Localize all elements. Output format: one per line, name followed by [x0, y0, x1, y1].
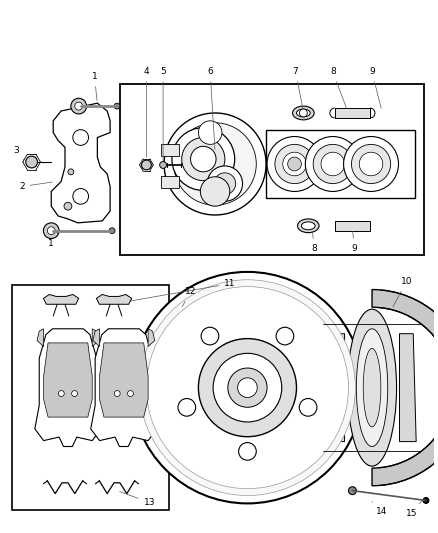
- Circle shape: [288, 157, 301, 171]
- Bar: [335, 221, 370, 231]
- Circle shape: [114, 103, 120, 109]
- Circle shape: [200, 177, 230, 206]
- Circle shape: [198, 121, 222, 144]
- Circle shape: [71, 391, 78, 397]
- Polygon shape: [328, 334, 345, 442]
- Text: 15: 15: [406, 500, 422, 518]
- Text: 7: 7: [293, 67, 303, 108]
- Circle shape: [68, 169, 74, 175]
- Circle shape: [214, 173, 236, 195]
- Polygon shape: [91, 329, 157, 447]
- Circle shape: [109, 228, 115, 233]
- Ellipse shape: [301, 222, 315, 230]
- Text: 8: 8: [311, 231, 317, 253]
- Text: 10: 10: [393, 277, 412, 306]
- Text: 3: 3: [13, 146, 24, 160]
- Circle shape: [198, 338, 297, 437]
- Text: 12: 12: [182, 287, 196, 307]
- Circle shape: [228, 368, 267, 407]
- Circle shape: [43, 223, 59, 239]
- Circle shape: [178, 399, 196, 416]
- Polygon shape: [44, 343, 92, 417]
- Circle shape: [127, 391, 134, 397]
- Circle shape: [299, 399, 317, 416]
- Circle shape: [160, 161, 166, 168]
- Circle shape: [207, 166, 243, 201]
- Circle shape: [140, 280, 355, 496]
- Text: 9: 9: [352, 231, 357, 253]
- Circle shape: [300, 109, 307, 117]
- Circle shape: [423, 497, 429, 503]
- Circle shape: [267, 136, 322, 191]
- Polygon shape: [93, 329, 99, 346]
- Polygon shape: [92, 329, 99, 346]
- Bar: [161, 144, 179, 156]
- Polygon shape: [99, 343, 148, 417]
- Bar: [335, 108, 370, 118]
- Polygon shape: [51, 103, 110, 223]
- Ellipse shape: [293, 106, 314, 120]
- Circle shape: [275, 144, 314, 183]
- Circle shape: [58, 391, 64, 397]
- Text: 1: 1: [48, 233, 58, 248]
- Ellipse shape: [347, 309, 396, 466]
- Text: 5: 5: [160, 67, 166, 161]
- Circle shape: [283, 152, 306, 176]
- Circle shape: [26, 156, 38, 168]
- Circle shape: [73, 130, 88, 146]
- Ellipse shape: [297, 109, 310, 117]
- Circle shape: [213, 353, 282, 422]
- Text: 6: 6: [207, 67, 215, 149]
- Bar: [120, 84, 424, 255]
- Circle shape: [343, 136, 399, 191]
- Circle shape: [164, 113, 266, 215]
- Ellipse shape: [363, 349, 381, 427]
- Wedge shape: [372, 289, 438, 486]
- Text: 2: 2: [19, 182, 53, 191]
- Text: 14: 14: [372, 502, 388, 516]
- Circle shape: [146, 287, 349, 489]
- Polygon shape: [148, 329, 155, 346]
- Circle shape: [182, 138, 225, 181]
- Circle shape: [73, 189, 88, 204]
- Text: 13: 13: [120, 491, 155, 507]
- Circle shape: [239, 442, 256, 460]
- Bar: [161, 176, 179, 188]
- Bar: [12, 285, 169, 510]
- Circle shape: [191, 147, 216, 172]
- Text: 11: 11: [120, 279, 236, 303]
- Circle shape: [64, 202, 72, 210]
- Circle shape: [141, 160, 151, 170]
- Polygon shape: [96, 294, 132, 304]
- Polygon shape: [399, 334, 416, 442]
- Circle shape: [172, 128, 235, 190]
- Circle shape: [75, 102, 83, 110]
- Circle shape: [174, 123, 256, 205]
- Bar: [266, 130, 415, 198]
- Text: 1: 1: [92, 72, 97, 100]
- Circle shape: [276, 327, 294, 345]
- Circle shape: [313, 144, 353, 183]
- Polygon shape: [43, 294, 79, 304]
- Text: 9: 9: [369, 67, 381, 108]
- Circle shape: [359, 152, 383, 176]
- Circle shape: [321, 152, 345, 176]
- Circle shape: [132, 272, 363, 503]
- Circle shape: [238, 378, 257, 398]
- Circle shape: [351, 144, 391, 183]
- Polygon shape: [37, 329, 44, 346]
- Circle shape: [71, 98, 87, 114]
- Ellipse shape: [357, 329, 388, 447]
- Ellipse shape: [297, 219, 319, 233]
- Circle shape: [201, 327, 219, 345]
- Circle shape: [349, 487, 357, 495]
- Circle shape: [305, 136, 360, 191]
- Polygon shape: [35, 329, 101, 447]
- Text: 4: 4: [144, 67, 149, 157]
- Circle shape: [47, 227, 55, 235]
- Text: 8: 8: [330, 67, 346, 108]
- Circle shape: [114, 391, 120, 397]
